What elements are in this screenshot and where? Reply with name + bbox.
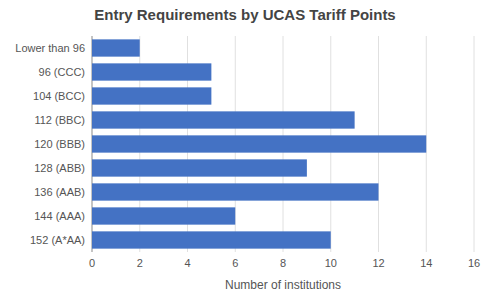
y-tick-label: Lower than 96 <box>15 42 85 54</box>
x-axis-label: Number of institutions <box>225 278 341 292</box>
bar <box>92 87 211 104</box>
y-tick-label: 104 (BCC) <box>33 90 85 102</box>
chart-title: Entry Requirements by UCAS Tariff Points <box>94 6 395 23</box>
grid <box>92 36 474 252</box>
y-tick-label: 144 (AAA) <box>34 210 85 222</box>
bar <box>92 135 426 152</box>
x-tick-label: 16 <box>468 257 480 269</box>
bar <box>92 231 331 248</box>
chart: Entry Requirements by UCAS Tariff Points… <box>0 0 490 295</box>
y-tick-label: 120 (BBB) <box>34 138 85 150</box>
bar <box>92 207 235 224</box>
x-tick-label: 6 <box>232 257 238 269</box>
grid-line <box>474 36 475 252</box>
y-tick-label: 152 (A*AA) <box>30 234 85 246</box>
x-tick-label: 10 <box>325 257 337 269</box>
y-tick-label: 96 (CCC) <box>39 66 85 78</box>
x-tick-label: 4 <box>184 257 190 269</box>
bar <box>92 39 140 56</box>
x-tick-label: 14 <box>420 257 432 269</box>
bar <box>92 183 379 200</box>
x-tick-label: 8 <box>280 257 286 269</box>
x-tick-label: 0 <box>89 257 95 269</box>
bar <box>92 63 211 80</box>
y-tick-label: 136 (AAB) <box>34 186 85 198</box>
x-tick-label: 2 <box>137 257 143 269</box>
bars <box>92 39 426 248</box>
bar <box>92 111 355 128</box>
x-tick-label: 12 <box>372 257 384 269</box>
y-tick-label: 112 (BBC) <box>34 114 85 126</box>
y-tick-label: 128 (ABB) <box>34 162 85 174</box>
bar <box>92 159 307 176</box>
chart-container: Entry Requirements by UCAS Tariff Points… <box>0 0 490 295</box>
